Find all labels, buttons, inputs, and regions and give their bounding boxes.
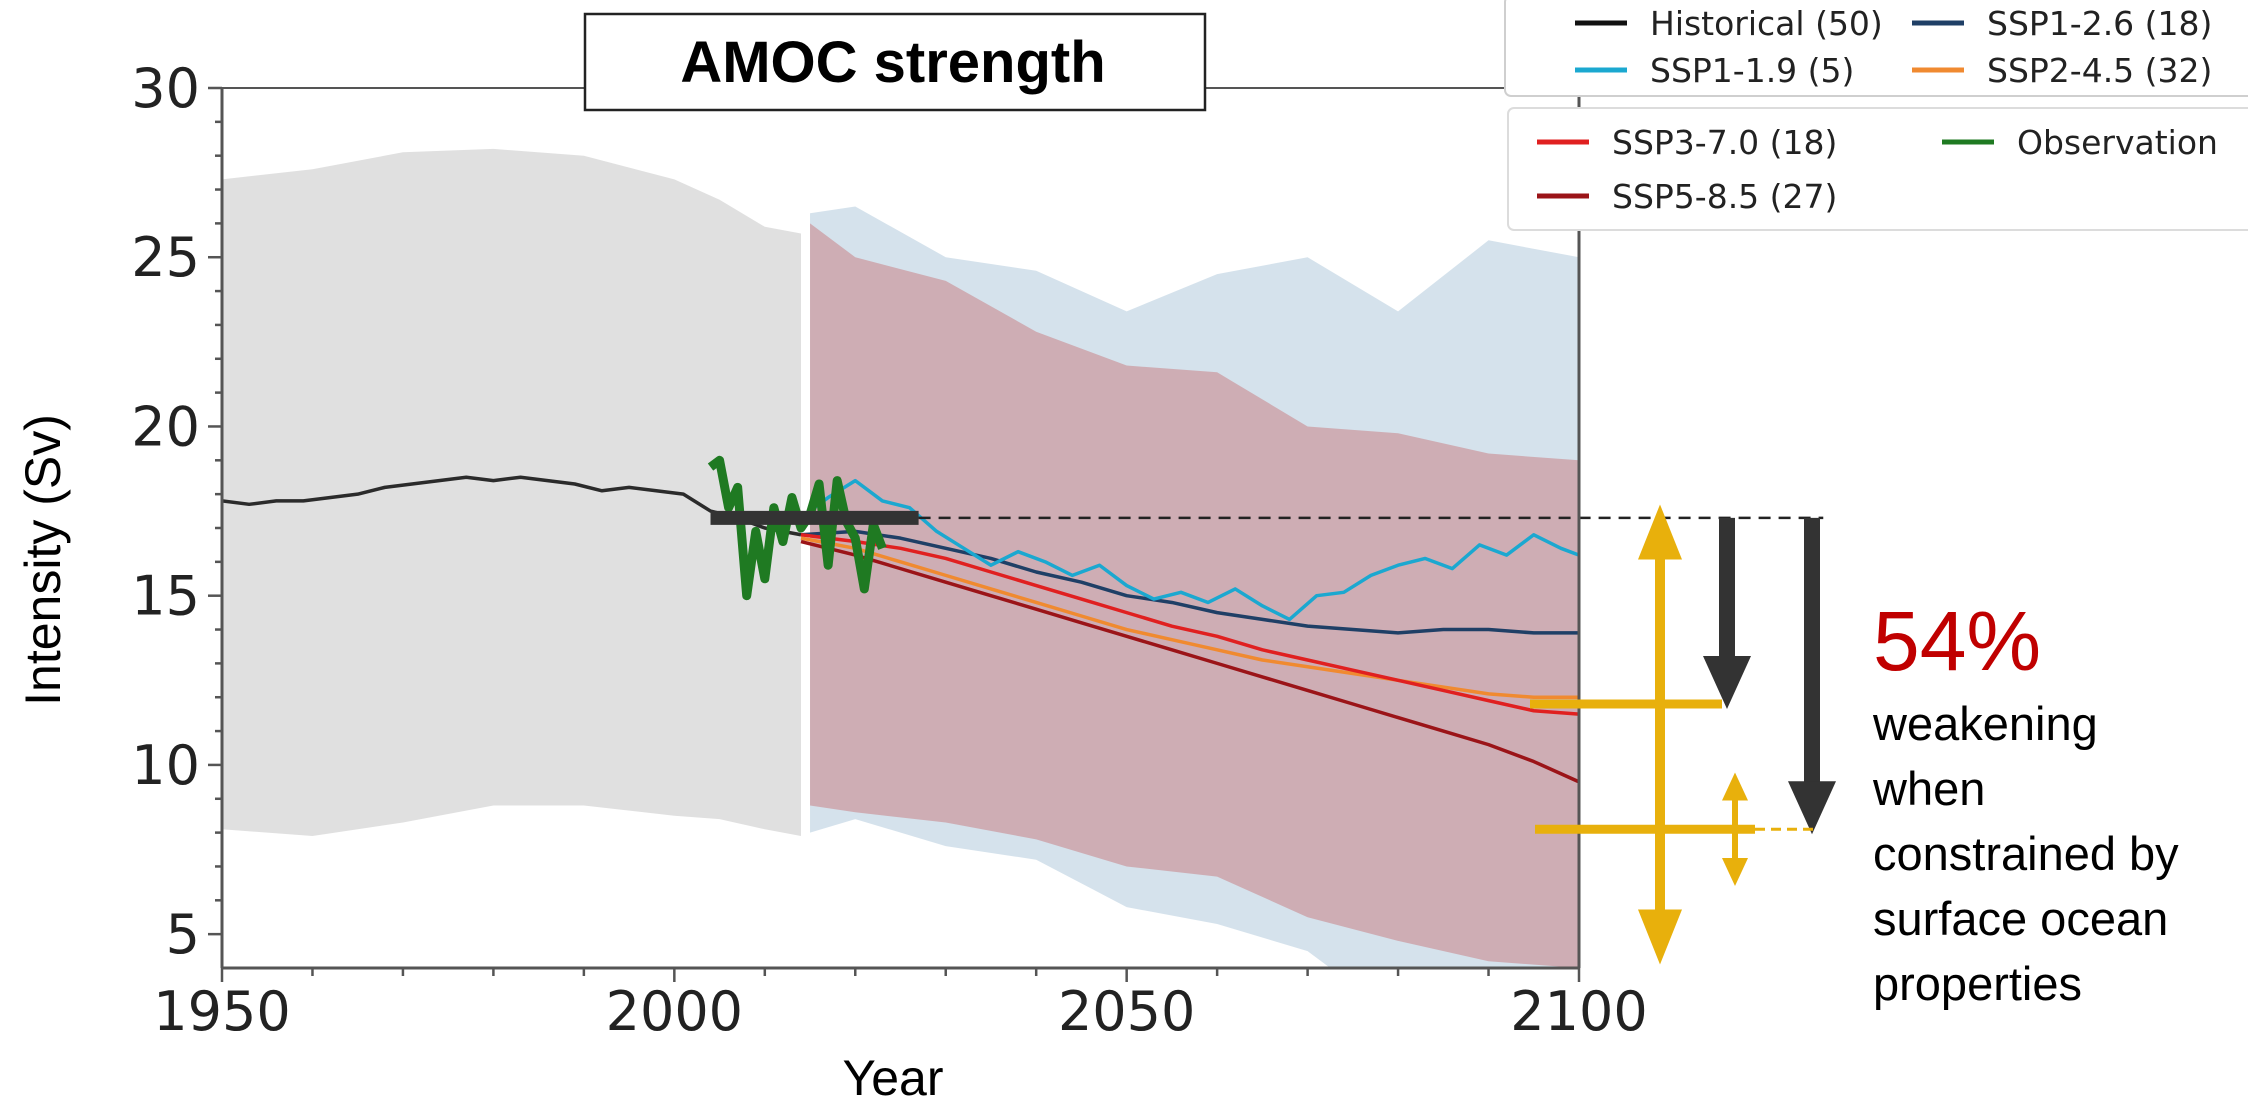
legend-label-ssp2-4-5-32: SSP2-4.5 (32) [1987,51,2212,90]
y-tick-label: 10 [131,734,200,797]
gold-range-arrow-head-down [1638,909,1682,965]
series-ssp1-2-6-18 [800,529,1579,635]
legend-label-historical-50: Historical (50) [1650,4,1883,43]
series-historical-50 [222,475,802,537]
title-box [583,12,1207,112]
legend-label-ssp1-2-6-18: SSP1-2.6 (18) [1987,4,2212,43]
x-axis-label: Year [842,1050,943,1102]
series-ssp2-4-5-32 [800,536,1579,699]
x-tick-label: 2000 [606,980,743,1043]
weakening-percent: 54% [1873,594,2041,688]
gold-range-arrow-head-up [1638,504,1682,560]
annotation-line-5: properties [1873,957,2082,1010]
annotation-line-4: surface ocean [1873,892,2168,945]
title-text: AMOC strength [680,30,1105,95]
y-tick-label: 15 [131,565,200,628]
y-tick-label: 25 [131,226,200,289]
series-ssp1-1-9-5 [799,478,1579,622]
gold-small-arrow-head-up [1722,772,1748,801]
data-series [222,455,1579,784]
chart-title: AMOC strength [583,12,1207,112]
legend-label-ssp3-7-0-18: SSP3-7.0 (18) [1612,123,1837,162]
series-ssp3-7-0-18 [800,533,1579,716]
y-axis-label: Intensity (Sv) [15,414,71,706]
annotation-line-2: when [1872,762,1985,815]
x-tick-label: 1950 [153,980,290,1043]
series-ssp5-8-5-27 [800,539,1579,784]
x-tick-label: 2050 [1058,980,1195,1043]
band-historical-50 [222,148,801,836]
legend-box-top [1504,0,2248,97]
annotation-line-1: weakening [1872,697,2098,750]
y-tick-label: 20 [131,395,200,458]
annotation-line-3: constrained by [1873,827,2179,880]
legend: Historical (50) SSP1-2.6 (18) SSP1-1.9 (5)… [1504,0,2248,231]
legend-items: Historical (50) SSP1-2.6 (18) SSP1-1.9 (5)… [1537,4,2218,216]
legend-label-observation: Observation [2017,123,2218,162]
y-tick-label: 5 [166,903,200,966]
tick-marks [208,86,1581,982]
legend-label-ssp1-1-9-5: SSP1-1.9 (5) [1650,51,1854,90]
dark-arrow-unconstrained-head [1703,656,1751,709]
gold-small-arrow-head-down [1722,858,1748,886]
weakening-arrows [1530,504,1836,965]
uncertainty-bands [222,148,1579,968]
legend-label-ssp5-8-5-27: SSP5-8.5 (27) [1612,177,1837,216]
tick-labels: 1950 2000 2050 2100 5 10 15 20 25 30 [131,57,1647,1043]
weakening-annotation: 54% weakening when constrained by surfac… [1872,594,2179,1010]
y-tick-label: 30 [131,57,200,120]
legend-box-bottom [1507,107,2248,231]
x-tick-label: 2100 [1510,980,1647,1043]
dark-arrow-constrained-head [1788,781,1836,835]
